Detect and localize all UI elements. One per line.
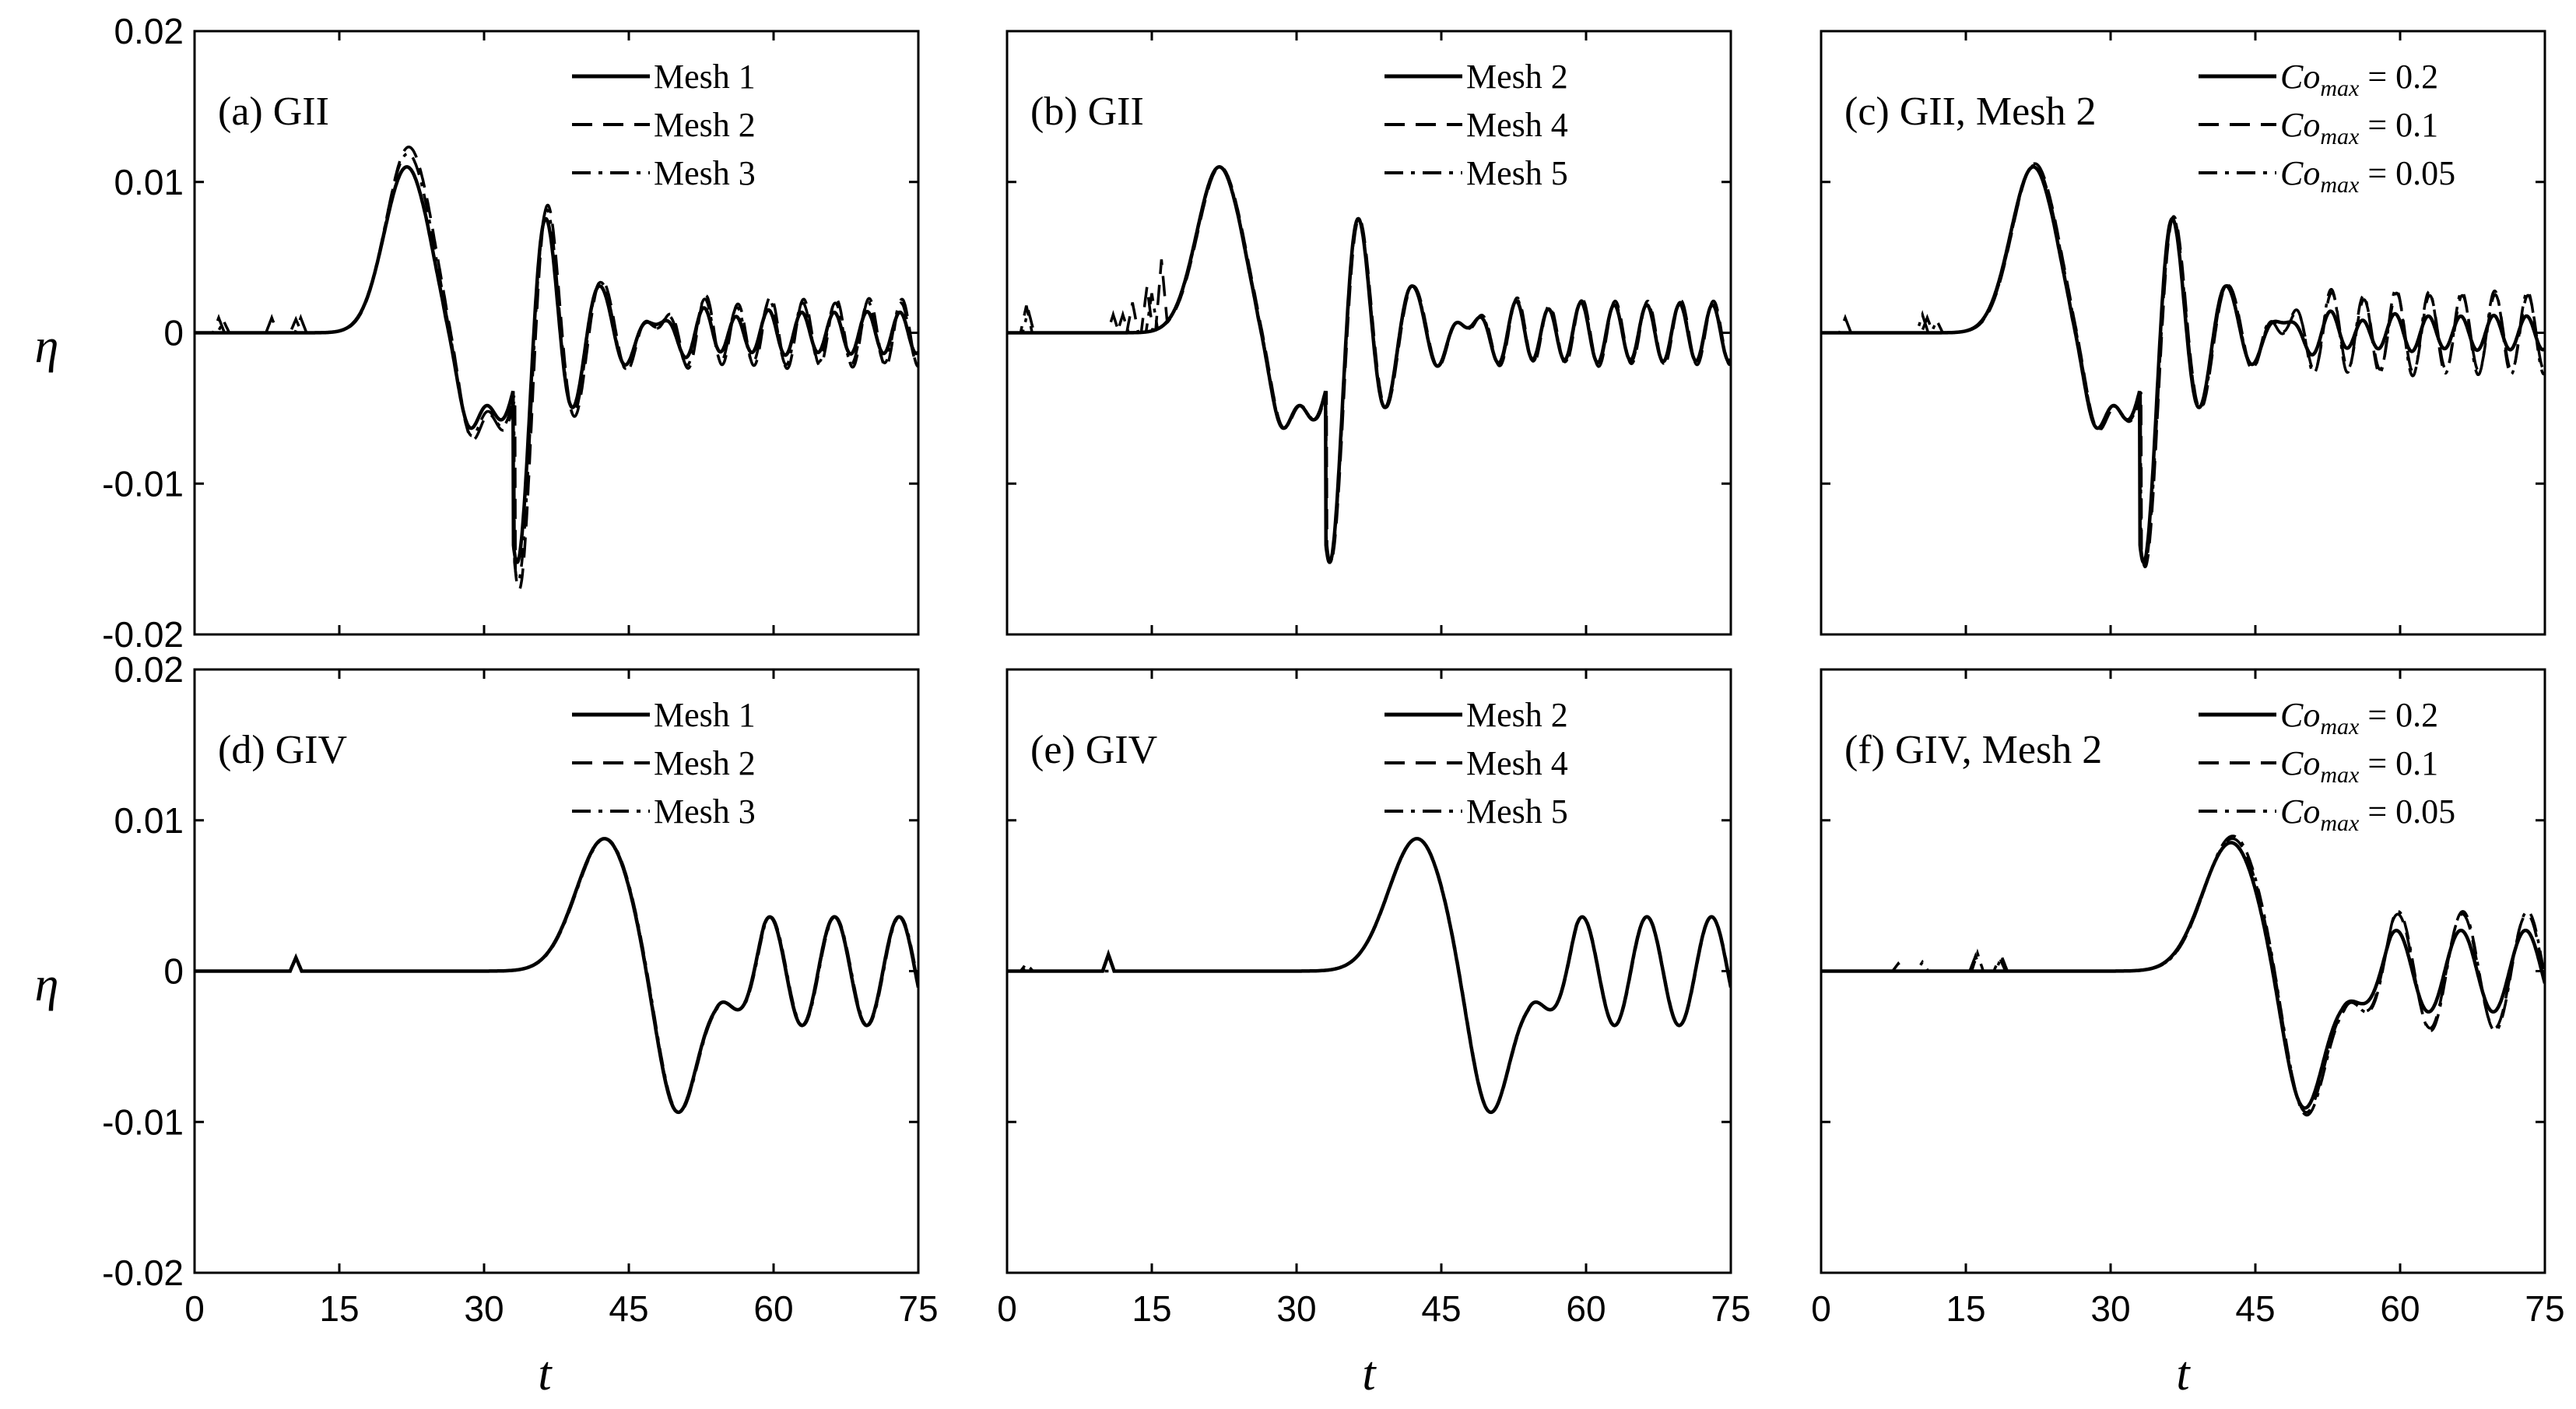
legend-label: Mesh 2: [1466, 58, 1568, 96]
panel-title: (e) GIV: [1030, 728, 1157, 772]
legend: Mesh 1 Mesh 2 Mesh 3: [572, 696, 756, 831]
y-tick-label: 0.02: [114, 649, 184, 690]
legend-label: Mesh 1: [654, 58, 756, 96]
legend-label: Comax = 0.2: [2280, 696, 2438, 740]
legend-label: Comax = 0.05: [2280, 154, 2455, 198]
x-tick-label: 30: [2090, 1288, 2130, 1329]
x-tick-label: 45: [2235, 1288, 2275, 1329]
x-tick-label: 0: [184, 1288, 205, 1329]
ticks: 0 15 30 45 60 75 0.02 0.01 0 -0.01 -0.02: [102, 649, 938, 1329]
legend-label: Mesh 4: [1466, 744, 1568, 782]
x-tick-label: 0: [1811, 1288, 1831, 1329]
y-tick-label: -0.01: [102, 1102, 184, 1142]
series-line: [195, 152, 918, 582]
panel-d: 0 15 30 45 60 75 0.02 0.01 0 -0.01 -0.02 (d) GIV M…: [35, 649, 939, 1400]
series-line: [1007, 837, 1731, 1114]
y-axis-label: η: [35, 320, 59, 373]
x-tick-label: 30: [1276, 1288, 1316, 1329]
legend-label: Comax = 0.05: [2280, 792, 2455, 836]
x-tick-label: 75: [1711, 1288, 1750, 1329]
legend-label: Mesh 5: [1466, 154, 1568, 192]
legend: Mesh 2 Mesh 4 Mesh 5: [1385, 696, 1568, 831]
x-tick-label: 0: [997, 1288, 1017, 1329]
x-axis-label: t: [1362, 1348, 1377, 1400]
x-axis-label: t: [2176, 1348, 2191, 1400]
x-tick-label: 60: [1566, 1288, 1606, 1329]
ticks: [1820, 30, 2546, 636]
legend: Mesh 2 Mesh 4 Mesh 5: [1385, 58, 1568, 192]
legend-label: Mesh 2: [654, 744, 756, 782]
legend-label: Comax = 0.1: [2280, 744, 2438, 788]
y-tick-label: 0.01: [114, 162, 184, 202]
legend: Comax = 0.2 Comax = 0.1 Comax = 0.05: [2199, 58, 2455, 198]
x-tick-label: 15: [319, 1288, 359, 1329]
panel-title: (b) GII: [1030, 90, 1144, 134]
series-lines: [1007, 837, 1731, 1115]
series-lines: [1821, 835, 2545, 1117]
panel-b: (b) GII Mesh 2 Mesh 4 Mesh 5: [1005, 30, 1732, 636]
series-lines: [195, 837, 918, 1115]
series-line: [1007, 165, 1731, 564]
ticks: 0 15 30 45 60 75: [1811, 668, 2565, 1329]
y-tick-label: -0.02: [102, 1253, 184, 1293]
legend: Mesh 1 Mesh 2 Mesh 3: [572, 58, 756, 192]
panel-a: 0.02 0.01 0 -0.01 -0.02 (a) GII Mesh 1 Mesh 2…: [35, 11, 920, 655]
series-line: [1007, 165, 1731, 564]
series-line: [1821, 835, 2545, 1117]
series-lines: [195, 146, 918, 592]
x-tick-label: 45: [1421, 1288, 1461, 1329]
x-axis-label: t: [538, 1348, 553, 1400]
legend-label: Mesh 4: [1466, 106, 1568, 144]
legend-label: Mesh 2: [1466, 696, 1568, 734]
legend-label: Comax = 0.2: [2280, 58, 2438, 101]
legend-label: Mesh 5: [1466, 792, 1568, 831]
x-tick-label: 30: [464, 1288, 504, 1329]
legend-label: Mesh 3: [654, 792, 756, 831]
series-line: [1821, 163, 2545, 566]
panel-title: (a) GII: [218, 90, 329, 134]
panel-title: (d) GIV: [218, 728, 347, 772]
y-tick-label: 0.01: [114, 800, 184, 841]
ticks: 0 15 30 45 60 75: [997, 668, 1751, 1329]
legend-label: Mesh 1: [654, 696, 756, 734]
y-tick-label: 0: [163, 951, 184, 992]
y-tick-label: -0.02: [102, 614, 184, 655]
series-lines: [1821, 162, 2545, 568]
x-tick-label: 75: [2525, 1288, 2564, 1329]
y-tick-label: 0: [163, 313, 184, 353]
x-tick-label: 15: [1946, 1288, 1985, 1329]
panel-e: 0 15 30 45 60 75 (e) GIV Mesh 2 Mesh 4 Mesh 5 t: [997, 668, 1751, 1400]
x-tick-label: 15: [1132, 1288, 1171, 1329]
legend-label: Comax = 0.1: [2280, 106, 2438, 149]
series-line: [195, 146, 918, 592]
y-tick-label: -0.01: [102, 463, 184, 504]
series-line: [195, 837, 918, 1114]
y-axis-label: η: [35, 958, 59, 1011]
legend-label: Mesh 3: [654, 154, 756, 192]
panel-f: 0 15 30 45 60 75 (f) GIV, Mesh 2 Comax = 0.2C…: [1811, 668, 2565, 1400]
panel-title: (f) GIV, Mesh 2: [1844, 728, 2102, 772]
x-tick-label: 60: [753, 1288, 793, 1329]
legend-label: Mesh 2: [654, 106, 756, 144]
ticks: 0.02 0.01 0 -0.01 -0.02: [102, 11, 920, 655]
x-tick-label: 75: [898, 1288, 938, 1329]
series-lines: [1007, 165, 1731, 564]
x-tick-label: 60: [2380, 1288, 2420, 1329]
y-tick-label: 0.02: [114, 11, 184, 51]
panel-title: (c) GII, Mesh 2: [1844, 90, 2096, 134]
series-line: [1007, 837, 1731, 1114]
x-tick-label: 45: [609, 1288, 648, 1329]
